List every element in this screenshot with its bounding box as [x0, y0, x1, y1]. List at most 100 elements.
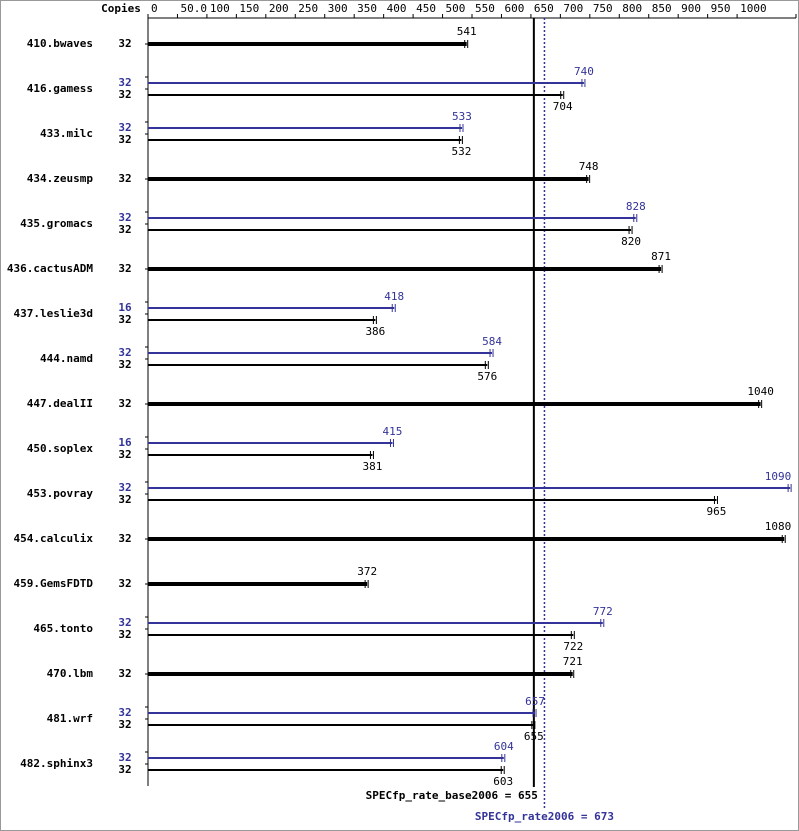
copies-label: 32 — [118, 628, 131, 641]
value-label: 604 — [494, 740, 514, 753]
benchmark-label: 454.calculix — [14, 532, 94, 545]
copies-label: 32 — [118, 577, 131, 590]
x-tick-label: 250 — [298, 2, 318, 15]
value-label: 657 — [525, 695, 545, 708]
copies-label: 32 — [118, 718, 131, 731]
bar — [148, 769, 504, 771]
copies-label: 32 — [118, 76, 131, 89]
value-label: 576 — [477, 370, 497, 383]
value-label: 740 — [574, 65, 594, 78]
bar — [148, 402, 761, 406]
value-label: 1080 — [765, 520, 792, 533]
bar — [148, 319, 376, 321]
bar — [148, 634, 574, 636]
copies-label: 32 — [118, 211, 131, 224]
value-label: 541 — [457, 25, 477, 38]
x-tick-label: 400 — [387, 2, 407, 15]
value-label: 372 — [357, 565, 377, 578]
x-tick-label: 0 — [151, 2, 158, 15]
value-label: 772 — [593, 605, 613, 618]
bar — [148, 724, 534, 726]
copies-label: 32 — [118, 346, 131, 359]
bar — [148, 364, 488, 366]
copies-label: 32 — [118, 751, 131, 764]
copies-header: Copies — [101, 2, 141, 15]
benchmark-label: 434.zeusmp — [27, 172, 94, 185]
x-tick-label: 600 — [504, 2, 524, 15]
value-label: 533 — [452, 110, 472, 123]
value-label: 704 — [553, 100, 573, 113]
bar — [148, 82, 584, 84]
value-label: 415 — [383, 425, 403, 438]
reference-label: SPECfp_rate_base2006 = 655 — [366, 789, 538, 802]
benchmark-label: 437.leslie3d — [14, 307, 93, 320]
x-tick-label: 450 — [416, 2, 436, 15]
x-tick-label: 300 — [328, 2, 348, 15]
copies-label: 32 — [118, 706, 131, 719]
bar — [148, 582, 368, 586]
x-tick-label: 1000 — [740, 2, 767, 15]
benchmark-label: 459.GemsFDTD — [14, 577, 94, 590]
x-tick-label: 800 — [622, 2, 642, 15]
copies-label: 32 — [118, 448, 131, 461]
x-tick-label: 700 — [563, 2, 583, 15]
benchmark-label: 410.bwaves — [27, 37, 93, 50]
value-label: 532 — [451, 145, 471, 158]
x-tick-label: 950 — [711, 2, 731, 15]
value-label: 1090 — [765, 470, 792, 483]
copies-label: 32 — [118, 121, 131, 134]
value-label: 721 — [563, 655, 583, 668]
bar — [148, 442, 393, 444]
benchmark-label: 435.gromacs — [20, 217, 93, 230]
benchmark-label: 444.namd — [40, 352, 93, 365]
value-label: 655 — [524, 730, 544, 743]
value-label: 418 — [384, 290, 404, 303]
bar — [148, 672, 573, 676]
value-label: 584 — [482, 335, 502, 348]
value-label: 965 — [707, 505, 727, 518]
copies-label: 32 — [118, 532, 131, 545]
value-label: 603 — [493, 775, 513, 788]
benchmark-label: 433.milc — [40, 127, 93, 140]
x-tick-label: 900 — [681, 2, 701, 15]
bar — [148, 712, 536, 714]
x-tick-label: 650 — [534, 2, 554, 15]
copies-label: 32 — [118, 313, 131, 326]
value-label: 820 — [621, 235, 641, 248]
copies-label: 32 — [118, 358, 131, 371]
copies-label: 32 — [118, 172, 131, 185]
copies-label: 32 — [118, 616, 131, 629]
copies-label: 32 — [118, 397, 131, 410]
x-tick-label: 100 — [210, 2, 230, 15]
x-tick-label: 350 — [357, 2, 377, 15]
bar — [148, 454, 373, 456]
bar — [148, 307, 395, 309]
bar — [148, 352, 493, 354]
value-label: 871 — [651, 250, 671, 263]
bar — [148, 537, 785, 541]
benchmark-label: 447.dealII — [27, 397, 93, 410]
x-tick-label: 750 — [593, 2, 613, 15]
x-tick-label: 50.0 — [180, 2, 207, 15]
benchmark-label: 450.soplex — [27, 442, 94, 455]
copies-label: 32 — [118, 667, 131, 680]
bar — [148, 499, 717, 501]
copies-label: 32 — [118, 763, 131, 776]
copies-label: 32 — [118, 88, 131, 101]
x-tick-label: 150 — [239, 2, 259, 15]
value-label: 381 — [363, 460, 383, 473]
x-tick-label: 550 — [475, 2, 495, 15]
value-label: 748 — [579, 160, 599, 173]
reference-label: SPECfp_rate2006 = 673 — [475, 810, 614, 823]
copies-label: 32 — [118, 262, 131, 275]
copies-label: 16 — [118, 436, 132, 449]
bar — [148, 487, 791, 489]
copies-label: 32 — [118, 481, 131, 494]
bar — [148, 177, 589, 181]
copies-label: 32 — [118, 223, 131, 236]
copies-label: 32 — [118, 37, 131, 50]
bar — [148, 42, 467, 46]
bar — [148, 757, 504, 759]
benchmark-label: 481.wrf — [47, 712, 93, 725]
